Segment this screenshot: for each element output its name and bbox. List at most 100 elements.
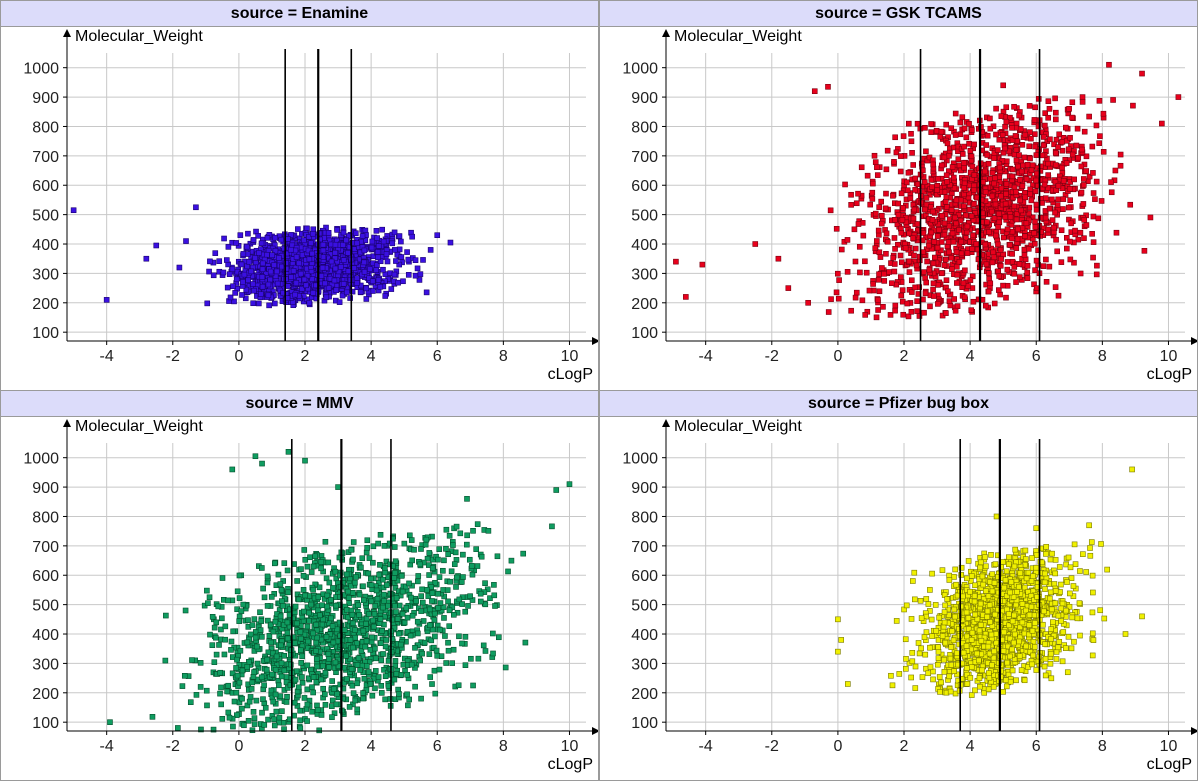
data-point <box>458 531 463 536</box>
data-point <box>945 179 950 184</box>
data-point <box>483 581 488 586</box>
data-point <box>1020 184 1025 189</box>
data-point <box>924 280 929 285</box>
data-point <box>441 615 446 620</box>
data-point <box>213 251 218 256</box>
data-point <box>884 167 889 172</box>
data-point <box>935 245 940 250</box>
data-point <box>333 250 338 255</box>
data-point <box>450 543 455 548</box>
data-point <box>413 273 418 278</box>
data-point <box>350 645 355 650</box>
data-point <box>225 689 230 694</box>
data-point <box>278 643 283 648</box>
y-tick-label: 1000 <box>23 61 59 78</box>
data-point <box>427 607 432 612</box>
x-tick-label: 8 <box>1098 348 1107 365</box>
data-point <box>1042 123 1047 128</box>
data-point <box>260 274 265 279</box>
data-point <box>967 141 972 146</box>
data-point <box>949 255 954 260</box>
data-point <box>1024 177 1029 182</box>
data-point <box>922 180 927 185</box>
data-point <box>399 672 404 677</box>
data-point <box>987 116 992 121</box>
data-point <box>369 635 374 640</box>
data-point <box>352 628 357 633</box>
data-point <box>298 726 303 731</box>
data-point <box>223 624 228 629</box>
data-point <box>367 556 372 561</box>
data-point <box>1019 169 1024 174</box>
data-point <box>950 165 955 170</box>
data-point <box>384 252 389 257</box>
data-point <box>1079 164 1084 169</box>
data-point <box>1094 123 1099 128</box>
data-point <box>963 213 968 218</box>
data-point <box>298 271 303 276</box>
data-point <box>906 170 911 175</box>
data-points <box>673 62 1180 320</box>
data-point <box>899 191 904 196</box>
data-point <box>879 265 884 270</box>
data-point <box>294 280 299 285</box>
data-point <box>911 253 916 258</box>
data-point <box>1047 264 1052 269</box>
data-point <box>1043 257 1048 262</box>
data-point <box>412 645 417 650</box>
data-point <box>1090 144 1095 149</box>
data-point <box>982 169 987 174</box>
data-point <box>1069 646 1074 651</box>
x-tick-label: 8 <box>499 738 508 755</box>
data-point <box>365 545 370 550</box>
data-point <box>250 680 255 685</box>
data-point <box>376 675 381 680</box>
y-tick-label: 300 <box>631 266 658 283</box>
data-point <box>1015 227 1020 232</box>
data-point <box>967 121 972 126</box>
data-point <box>483 648 488 653</box>
data-point <box>360 234 365 239</box>
data-point <box>931 261 936 266</box>
data-point <box>953 308 958 313</box>
data-point <box>1140 71 1145 76</box>
data-point <box>279 674 284 679</box>
data-point <box>362 676 367 681</box>
data-point <box>998 248 1003 253</box>
data-point <box>363 644 368 649</box>
data-point <box>278 614 283 619</box>
x-tick-label: 10 <box>561 738 579 755</box>
data-point <box>254 698 259 703</box>
data-point <box>366 669 371 674</box>
data-point <box>319 712 324 717</box>
x-tick-label: -2 <box>166 738 180 755</box>
data-point <box>967 207 972 212</box>
data-point <box>700 262 705 267</box>
data-point <box>907 231 912 236</box>
data-point <box>344 290 349 295</box>
data-point <box>931 287 936 292</box>
data-point <box>409 538 414 543</box>
data-point <box>354 276 359 281</box>
data-point <box>1077 633 1082 638</box>
data-point <box>1070 152 1075 157</box>
data-point <box>246 278 251 283</box>
data-point <box>1047 106 1052 111</box>
data-point <box>436 605 441 610</box>
data-point <box>428 675 433 680</box>
data-point <box>253 255 258 260</box>
data-point <box>523 640 528 645</box>
data-point <box>330 624 335 629</box>
data-point <box>351 621 356 626</box>
data-point <box>420 600 425 605</box>
data-point <box>475 564 480 569</box>
data-point <box>219 702 224 707</box>
data-point <box>825 84 830 89</box>
data-point <box>992 181 997 186</box>
panel-title: source = Enamine <box>1 1 598 27</box>
data-point <box>334 691 339 696</box>
